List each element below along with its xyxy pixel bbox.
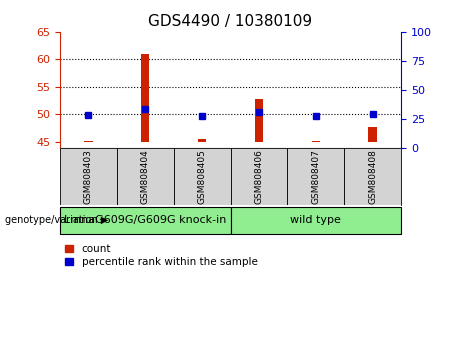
Bar: [312, 141, 320, 142]
Bar: [60, 148, 117, 205]
Text: genotype/variation ▶: genotype/variation ▶: [5, 215, 108, 225]
Text: wild type: wild type: [290, 215, 341, 225]
Bar: [60, 207, 230, 234]
Bar: [174, 148, 230, 205]
Legend: count, percentile rank within the sample: count, percentile rank within the sample: [65, 244, 258, 267]
Bar: [230, 207, 401, 234]
Bar: [141, 54, 149, 142]
Bar: [344, 148, 401, 205]
Text: GSM808408: GSM808408: [368, 149, 377, 204]
Text: GSM808405: GSM808405: [198, 149, 207, 204]
Bar: [117, 148, 174, 205]
Bar: [254, 99, 263, 142]
Bar: [368, 127, 377, 142]
Text: LmnaG609G/G609G knock-in: LmnaG609G/G609G knock-in: [64, 215, 226, 225]
Bar: [287, 148, 344, 205]
Bar: [198, 139, 207, 142]
Text: GSM808403: GSM808403: [84, 149, 93, 204]
Text: GSM808406: GSM808406: [254, 149, 263, 204]
Text: GSM808404: GSM808404: [141, 149, 150, 204]
Bar: [84, 141, 93, 142]
Title: GDS4490 / 10380109: GDS4490 / 10380109: [148, 14, 313, 29]
Text: GSM808407: GSM808407: [311, 149, 320, 204]
Bar: [230, 148, 287, 205]
